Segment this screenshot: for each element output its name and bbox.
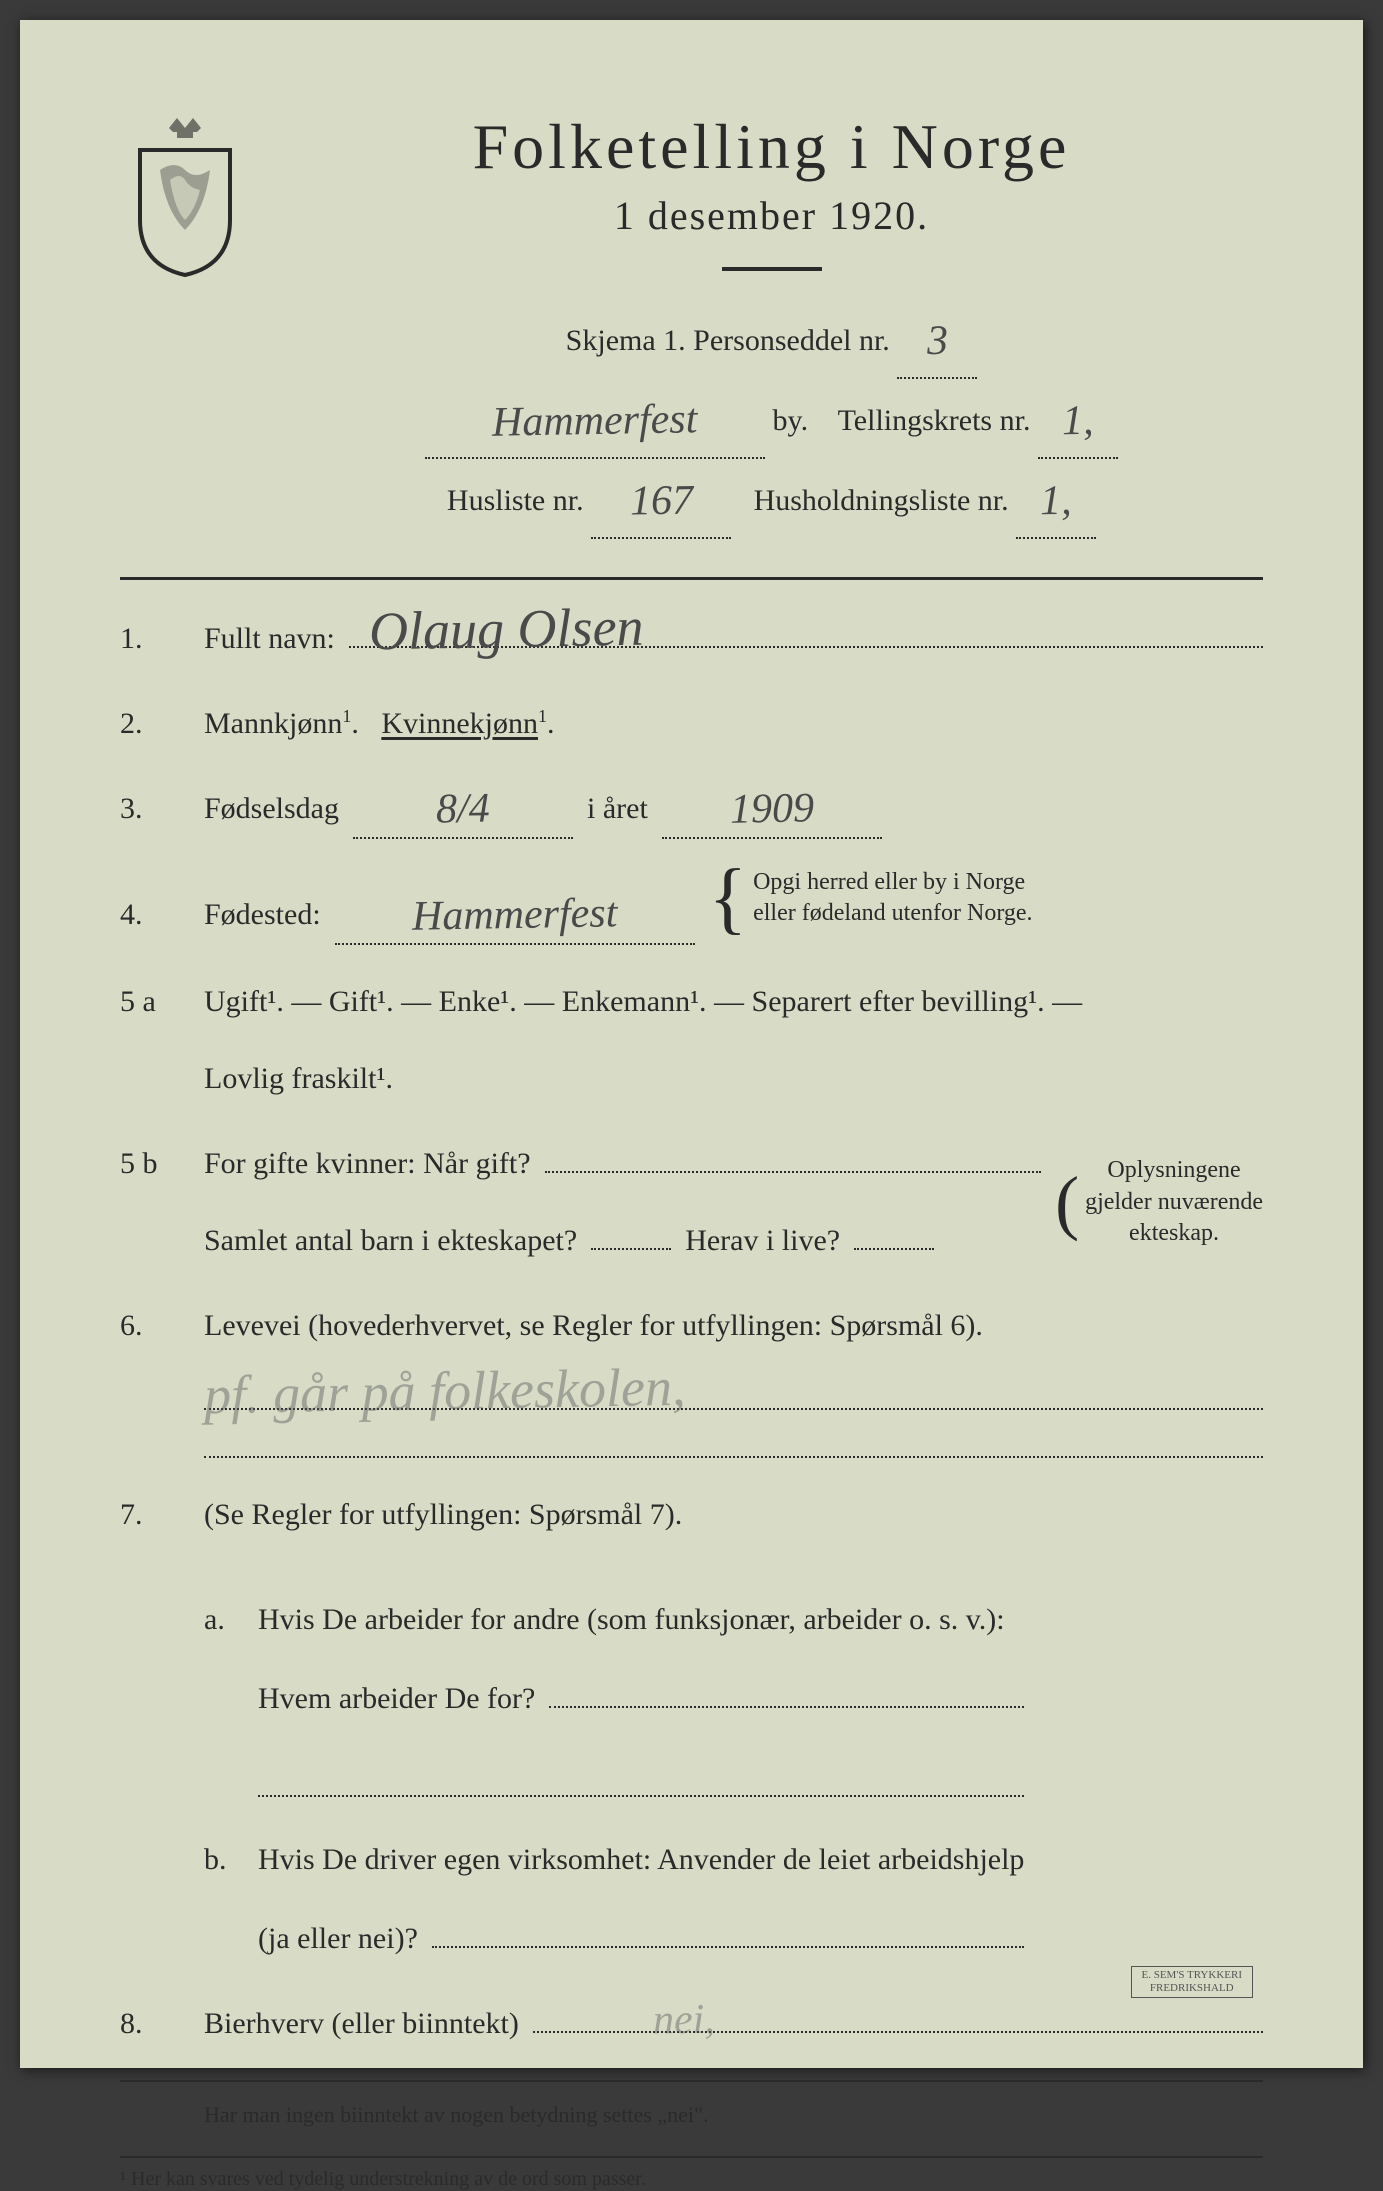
- q5a: 5 a Ugift¹. — Gift¹. — Enke¹. — Enkemann…: [120, 973, 1263, 1107]
- header-rule: [120, 577, 1263, 580]
- q5b-note: ( Oplysningene gjelder nuværende ekteska…: [1055, 1155, 1263, 1249]
- q7-label: (Se Regler for utfyllingen: Spørsmål 7).: [204, 1486, 682, 1543]
- header: Folketelling i Norge 1 desember 1920. Sk…: [120, 110, 1263, 559]
- q1: 1. Fullt navn: Olaug Olsen: [120, 610, 1263, 667]
- q7b-label: b.: [204, 1831, 244, 1888]
- coat-of-arms-icon: [120, 110, 250, 280]
- q3-day: 8/4: [436, 788, 490, 831]
- q6: 6. Levevei (hovederhvervet, se Regler fo…: [120, 1297, 1263, 1458]
- meta-block: Skjema 1. Personseddel nr. 3 Hammerfest …: [280, 305, 1263, 539]
- q2-kvinne: Kvinnekjønn: [381, 707, 538, 740]
- husholdning-label: Husholdningsliste nr.: [754, 484, 1009, 517]
- q8-value: nei,: [653, 1999, 716, 2042]
- footnote-bottom: ¹ Her kan svares ved tydelig understrekn…: [120, 2156, 1263, 2191]
- census-form-page: Folketelling i Norge 1 desember 1920. Sk…: [20, 20, 1363, 2068]
- q2-num: 2.: [120, 695, 180, 752]
- husholdning-nr: 1,: [1040, 480, 1072, 523]
- q5b: 5 b For gifte kvinner: Når gift? Samlet …: [120, 1135, 1263, 1269]
- q6-num: 6.: [120, 1297, 180, 1354]
- title-block: Folketelling i Norge 1 desember 1920. Sk…: [280, 110, 1263, 559]
- footnote-rule: [120, 2080, 1263, 2082]
- main-title: Folketelling i Norge: [280, 110, 1263, 184]
- q5b-l1a: For gifte kvinner: Når gift?: [204, 1135, 531, 1192]
- q2-mann: Mannkjønn: [204, 707, 342, 740]
- q1-num: 1.: [120, 610, 180, 667]
- q3: 3. Fødselsdag 8/4 i året 1909: [120, 780, 1263, 839]
- q3-year: 1909: [729, 787, 814, 830]
- q7b-l1: Hvis De driver egen virksomhet: Anvender…: [258, 1831, 1024, 1888]
- q8: 8. Bierhverv (eller biinntekt) nei,: [120, 1995, 1263, 2052]
- q5b-num: 5 b: [120, 1135, 180, 1192]
- q4: 4. Fødested: Hammerfest { Opgi herred el…: [120, 867, 1263, 945]
- q2: 2. Mannkjønn1. Kvinnekjønn1.: [120, 695, 1263, 752]
- q7-num: 7.: [120, 1486, 180, 1543]
- by-value: Hammerfest: [492, 398, 698, 444]
- q3-num: 3.: [120, 780, 180, 837]
- q8-label: Bierhverv (eller biinntekt): [204, 1995, 519, 2052]
- q5b-l2b: Herav i live?: [685, 1212, 840, 1269]
- q4-value: Hammerfest: [412, 892, 618, 938]
- q6-value: pf. går på folkeskolen,: [204, 1360, 686, 1422]
- husliste-label: Husliste nr.: [447, 484, 584, 517]
- q1-label: Fullt navn:: [204, 610, 335, 667]
- q4-num: 4.: [120, 886, 180, 943]
- footnote-inline: Har man ingen biinntekt av nogen betydni…: [120, 2102, 1263, 2128]
- q3-label: Fødselsdag: [204, 780, 339, 837]
- q6-label: Levevei (hovederhvervet, se Regler for u…: [204, 1297, 983, 1354]
- by-suffix: by.: [773, 404, 809, 437]
- tellingskrets-nr: 1,: [1062, 400, 1094, 443]
- title-divider: [722, 267, 822, 271]
- subtitle: 1 desember 1920.: [280, 192, 1263, 239]
- skjema-label: Skjema 1. Personseddel nr.: [566, 324, 890, 357]
- q4-label: Fødested:: [204, 886, 321, 943]
- printer-mark: E. SEM'S TRYKKERI FREDRIKSHALD: [1131, 1966, 1254, 1998]
- q3-mid: i året: [587, 780, 648, 837]
- q5a-text: Ugift¹. — Gift¹. — Enke¹. — Enkemann¹. —…: [204, 973, 1263, 1030]
- q1-value: Olaug Olsen: [368, 600, 643, 659]
- question-list: 1. Fullt navn: Olaug Olsen 2. Mannkjønn1…: [120, 610, 1263, 2191]
- q7a-label: a.: [204, 1591, 244, 1648]
- q5a-num: 5 a: [120, 973, 180, 1030]
- q7b-l2: (ja eller nei)?: [258, 1910, 418, 1967]
- q5b-l2a: Samlet antal barn i ekteskapet?: [204, 1212, 577, 1269]
- q4-note: { Opgi herred eller by i Norge eller fød…: [709, 867, 1033, 929]
- husliste-nr: 167: [629, 479, 693, 522]
- q7a-l2: Hvem arbeider De for?: [258, 1670, 535, 1727]
- q7: 7. (Se Regler for utfyllingen: Spørsmål …: [120, 1486, 1263, 1967]
- q5a-text2: Lovlig fraskilt¹.: [204, 1050, 1263, 1107]
- q7a-l1: Hvis De arbeider for andre (som funksjon…: [258, 1591, 1024, 1648]
- q8-num: 8.: [120, 1995, 180, 2052]
- personseddel-nr: 3: [926, 320, 948, 362]
- tellingskrets-label: Tellingskrets nr.: [838, 404, 1031, 437]
